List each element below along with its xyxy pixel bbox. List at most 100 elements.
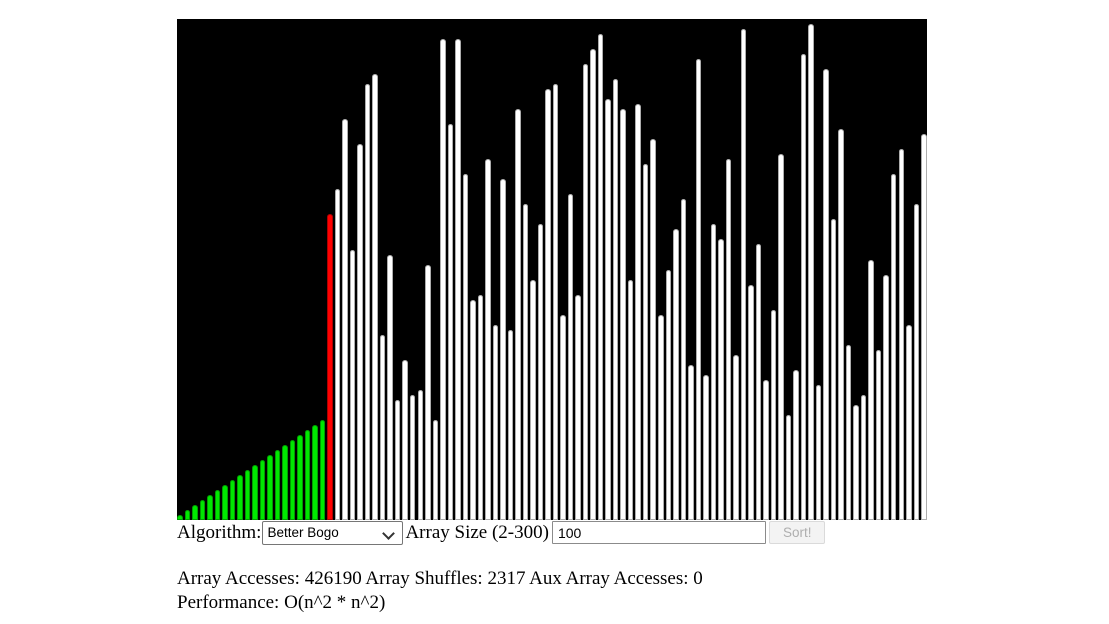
bar-unsorted xyxy=(349,249,356,520)
bar-current xyxy=(327,214,333,520)
controls-bar: Algorithm: Better Bogo Array Size (2-300… xyxy=(177,519,826,546)
bar-unsorted xyxy=(748,284,754,520)
bar-unsorted xyxy=(658,314,664,520)
bar-unsorted xyxy=(860,394,867,520)
bar-unsorted xyxy=(417,389,423,520)
bar-unsorted xyxy=(409,394,416,520)
bar-unsorted xyxy=(590,49,596,520)
stats-line-2: Performance: O(n^2 * n^2) xyxy=(177,591,703,615)
bar-sorted xyxy=(199,500,206,520)
bar-unsorted xyxy=(793,369,799,520)
array-accesses-value: 426190 xyxy=(304,568,362,589)
bar-unsorted xyxy=(868,259,874,520)
bar-unsorted xyxy=(432,419,439,520)
sort-button[interactable]: Sort! xyxy=(768,521,826,544)
algorithm-select-wrap: Better Bogo xyxy=(262,520,404,545)
bar-unsorted xyxy=(537,224,544,520)
array-size-input[interactable] xyxy=(551,521,766,544)
bar-sorted xyxy=(312,424,318,520)
bar-unsorted xyxy=(890,174,897,520)
bar-unsorted xyxy=(800,54,807,520)
bar-unsorted xyxy=(883,274,889,520)
bar-unsorted xyxy=(703,374,709,520)
bar-unsorted xyxy=(913,204,920,520)
bar-unsorted xyxy=(845,344,852,520)
bar-unsorted xyxy=(605,99,611,520)
bar-unsorted xyxy=(665,269,672,520)
aux-array-accesses-label: Aux Array Accesses: xyxy=(529,568,689,589)
bar-sorted xyxy=(267,454,273,520)
bar-sorted xyxy=(237,474,243,520)
bar-unsorted xyxy=(492,324,499,520)
bar-unsorted xyxy=(567,194,574,520)
bar-sorted xyxy=(304,429,311,520)
bar-sorted xyxy=(289,439,296,520)
bar-sorted xyxy=(192,505,198,520)
bar-unsorted xyxy=(921,134,927,520)
bar-unsorted xyxy=(642,164,649,520)
performance-value: O(n^2 * n^2) xyxy=(284,591,386,613)
bar-unsorted xyxy=(785,414,792,520)
bar-unsorted xyxy=(823,69,829,520)
bar-sorted xyxy=(297,434,303,520)
bar-unsorted xyxy=(838,129,844,520)
bar-sorted xyxy=(244,469,251,520)
array-accesses-label: Array Accesses: xyxy=(177,568,300,589)
bar-unsorted xyxy=(372,74,378,520)
bar-sorted xyxy=(319,419,326,520)
bar-unsorted xyxy=(680,199,687,520)
bar-unsorted xyxy=(507,329,514,520)
bar-unsorted xyxy=(462,174,469,520)
bar-unsorted xyxy=(357,144,363,520)
bar-unsorted xyxy=(515,109,521,520)
bar-unsorted xyxy=(710,224,717,520)
bar-unsorted xyxy=(740,29,747,520)
bar-unsorted xyxy=(688,364,694,520)
bar-unsorted xyxy=(440,39,446,520)
bar-unsorted xyxy=(650,139,656,520)
bar-unsorted xyxy=(575,294,581,520)
array-size-label: Array Size (2-300) xyxy=(405,521,549,543)
bar-unsorted xyxy=(447,124,454,520)
stats-line-1: Array Accesses: 426190 Array Shuffles: 2… xyxy=(177,567,703,591)
bar-unsorted xyxy=(612,79,619,520)
bar-unsorted xyxy=(552,84,559,520)
bar-unsorted xyxy=(695,59,702,520)
sort-visualizer-canvas xyxy=(177,19,927,520)
bar-unsorted xyxy=(627,279,634,520)
bar-sorted xyxy=(259,459,266,520)
bar-sorted xyxy=(184,510,191,520)
bar-unsorted xyxy=(522,204,529,520)
algorithm-select[interactable]: Better Bogo xyxy=(262,520,404,545)
bar-unsorted xyxy=(718,239,724,520)
bar-unsorted xyxy=(808,24,814,520)
bar-unsorted xyxy=(582,64,589,520)
bar-unsorted xyxy=(477,294,484,520)
bar-unsorted xyxy=(875,349,882,520)
bar-sorted xyxy=(274,449,281,520)
bar-sorted xyxy=(214,489,221,520)
bar-unsorted xyxy=(853,404,859,520)
bar-sorted xyxy=(177,515,183,520)
bar-unsorted xyxy=(394,399,401,520)
bar-unsorted xyxy=(755,244,762,520)
bar-unsorted xyxy=(402,359,408,520)
array-shuffles-value: 2317 xyxy=(487,568,526,589)
bar-unsorted xyxy=(815,384,822,520)
bar-unsorted xyxy=(906,324,912,520)
bar-unsorted xyxy=(530,279,536,520)
stats-block: Array Accesses: 426190 Array Shuffles: 2… xyxy=(177,567,703,614)
bar-unsorted xyxy=(673,229,679,520)
bar-unsorted xyxy=(387,254,393,520)
bar-unsorted xyxy=(620,109,626,520)
bar-unsorted xyxy=(560,314,566,520)
performance-label: Performance: xyxy=(177,591,280,613)
bar-unsorted xyxy=(364,84,371,520)
bar-sorted xyxy=(207,495,213,520)
bar-sorted xyxy=(222,484,228,520)
bar-sorted xyxy=(229,479,236,520)
array-shuffles-label: Array Shuffles: xyxy=(365,568,483,589)
bar-unsorted xyxy=(485,159,491,520)
bar-unsorted xyxy=(635,104,641,520)
